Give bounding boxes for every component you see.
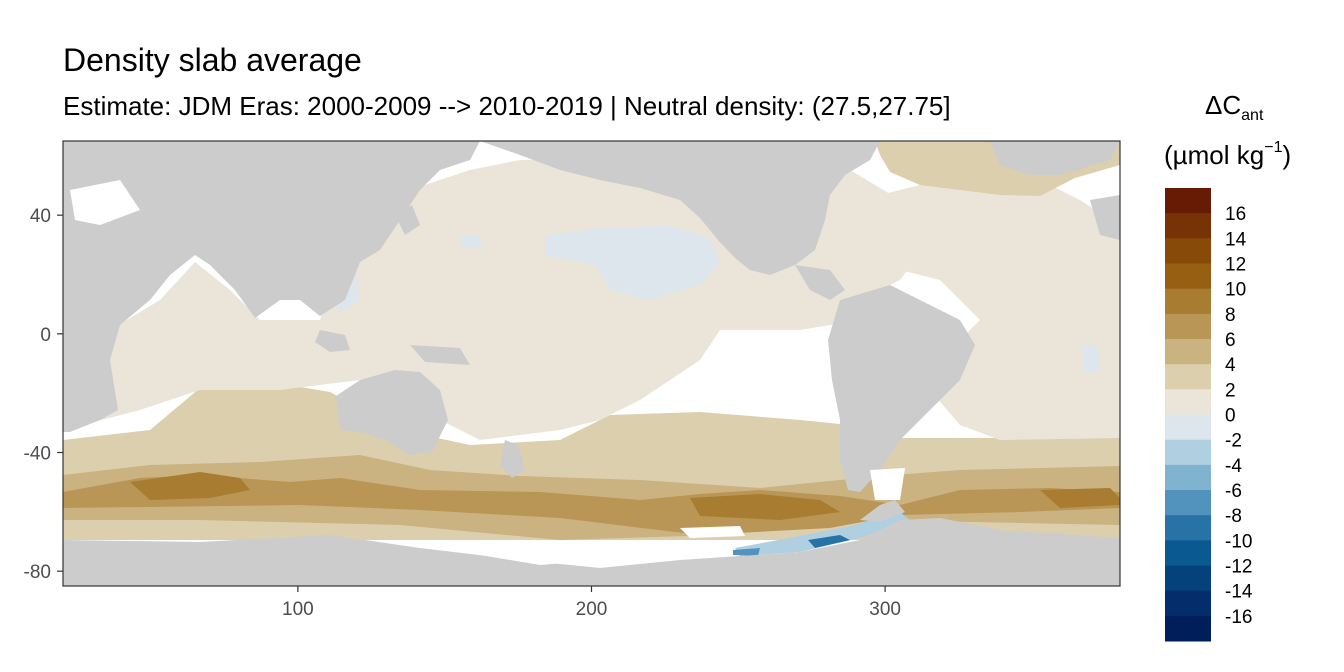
legend-title-symbol: ΔCant (1205, 90, 1264, 124)
legend-bin (1165, 414, 1211, 441)
legend-bin (1165, 339, 1211, 365)
legend-title-unit: (µmol kg−1) (1164, 139, 1291, 170)
legend-label: -16 (1225, 607, 1252, 628)
band-atlantic-max (1040, 488, 1120, 508)
legend: ΔCant (µmol kg−1) 16 14 12 10 8 6 4 2 0 -2 -4 -6 -8 -… (1164, 90, 1291, 642)
nodata-weddell (870, 468, 905, 500)
legend-bin (1165, 389, 1211, 415)
no-data-patches (70, 180, 905, 565)
legend-bin (1165, 313, 1211, 340)
legend-colorbar (1165, 188, 1211, 642)
nodata-antarctic-coast (480, 540, 600, 565)
legend-bin (1165, 439, 1211, 466)
y-tick-label: -80 (24, 562, 51, 583)
land-antarctic-peninsula (860, 500, 905, 522)
x-tick-label: 100 (282, 599, 314, 620)
legend-label: 6 (1225, 330, 1236, 351)
legend-bin (1165, 515, 1211, 541)
land-eurasia-africa (63, 141, 480, 432)
legend-label: -14 (1225, 582, 1253, 603)
land (63, 141, 1120, 586)
legend-bin (1165, 565, 1211, 592)
legend-bin (1165, 615, 1211, 642)
legend-bin (1165, 490, 1211, 516)
band-negative-core-2 (808, 535, 850, 548)
y-tick-label: 40 (30, 206, 51, 227)
band-pacific-max (690, 494, 840, 520)
land-north-america (480, 141, 880, 275)
legend-label: -8 (1225, 506, 1242, 527)
x-axis: 100 200 300 (282, 586, 901, 620)
legend-label: -4 (1225, 456, 1242, 477)
land-new-zealand (500, 440, 525, 478)
land-australia (336, 370, 448, 455)
land-greenland (990, 141, 1120, 175)
chart-subtitle: Estimate: JDM Eras: 2000-2009 --> 2010-2… (63, 91, 951, 121)
legend-bin (1165, 188, 1211, 214)
land-indonesia (315, 330, 350, 352)
legend-bin (1165, 238, 1211, 264)
legend-label: 8 (1225, 305, 1236, 326)
x-tick-label: 300 (869, 599, 901, 620)
land-europe-right (1090, 195, 1120, 240)
legend-bin (1165, 540, 1211, 566)
legend-bin (1165, 464, 1211, 491)
y-axis: 40 0 -40 -80 (24, 206, 63, 583)
y-tick-label: -40 (24, 444, 51, 465)
legend-label: 14 (1225, 229, 1247, 250)
legend-labels: 16 14 12 10 8 6 4 2 0 -2 -4 -6 -8 -10 -12 -14 -16 (1225, 204, 1253, 628)
legend-label: -6 (1225, 481, 1242, 502)
land-japan (395, 205, 420, 235)
land-central-america (795, 265, 845, 300)
legend-label: 10 (1225, 280, 1246, 301)
nodata-ross (680, 526, 745, 538)
legend-bin (1165, 263, 1211, 290)
legend-bin (1165, 364, 1211, 390)
east-pacific-negative-small (460, 234, 482, 248)
map-panel (63, 141, 1120, 586)
legend-label: -12 (1225, 557, 1252, 578)
band-negative-core (733, 548, 760, 556)
band-negative-shelf (735, 512, 910, 556)
y-tick-label: 0 (40, 325, 51, 346)
north-pacific-negative (545, 226, 720, 300)
band-acc-core (63, 475, 1120, 535)
legend-bin (1165, 288, 1211, 315)
land-antarctica (63, 518, 1120, 586)
legend-label: -2 (1225, 431, 1242, 452)
x-tick-label: 200 (576, 599, 608, 620)
nodata-arctic (70, 180, 140, 225)
land-madagascar (94, 368, 110, 405)
land-south-america (828, 285, 975, 492)
atlantic-negative-small (1082, 345, 1100, 372)
band-indian-max (130, 472, 250, 500)
legend-label: -10 (1225, 531, 1252, 552)
land-new-guinea (410, 345, 470, 365)
legend-label: 12 (1225, 255, 1246, 276)
legend-bin (1165, 213, 1211, 239)
legend-label: 2 (1225, 380, 1236, 401)
legend-label: 0 (1225, 406, 1236, 427)
chart-title: Density slab average (63, 42, 362, 78)
legend-label: 16 (1225, 204, 1246, 225)
legend-label: 4 (1225, 355, 1236, 376)
interior-atlantic (860, 175, 1120, 440)
legend-bin (1165, 590, 1211, 617)
